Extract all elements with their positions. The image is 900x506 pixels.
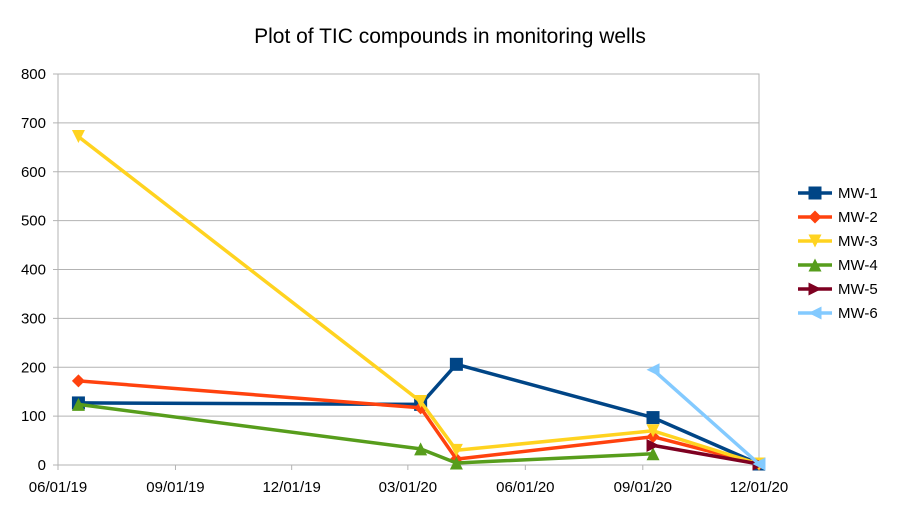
y-tick-label: 300: [21, 310, 46, 327]
x-tick-label: 03/01/20: [379, 479, 437, 496]
legend-swatch-marker: [808, 210, 822, 224]
legend-swatch-marker: [808, 186, 822, 200]
data-point: [646, 438, 660, 452]
series-line: [651, 368, 761, 466]
x-tick-label: 06/01/20: [496, 479, 554, 496]
data-point: [71, 397, 85, 411]
data-point: [449, 456, 463, 470]
y-tick-label: 200: [21, 359, 46, 376]
legend-swatch-marker: [808, 258, 822, 272]
data-point: [646, 411, 660, 425]
legend-item-mw-1: MW-1: [798, 185, 878, 202]
legend-label: MW-2: [838, 209, 878, 226]
legend-swatch-marker: [808, 282, 822, 296]
data-point: [449, 357, 463, 371]
legend: MW-1 MW-2 MW-3 MW-4 MW-5 MW-6: [798, 185, 878, 322]
legend-item-mw-2: MW-2: [798, 209, 878, 226]
y-tick-label: 400: [21, 262, 46, 279]
legend-label: MW-1: [838, 185, 878, 202]
series-line: [652, 443, 760, 466]
series-line: [78, 402, 654, 465]
legend-item-mw-6: MW-6: [798, 305, 878, 322]
data-point: [646, 363, 660, 377]
x-tick-label: 12/01/20: [730, 479, 788, 496]
data-point: [71, 374, 85, 388]
data-point: [646, 424, 660, 438]
x-tick-label: 09/01/20: [614, 479, 672, 496]
legend-item-mw-3: MW-3: [798, 233, 878, 250]
y-tick-label: 700: [21, 115, 46, 132]
data-point: [449, 443, 463, 457]
legend-label: MW-6: [838, 305, 878, 322]
data-point: [646, 447, 660, 461]
axes: 0 100 200 300 400 500 600 700 800 06/01/19 09/01/1…: [21, 66, 788, 496]
legend-label: MW-3: [838, 233, 878, 250]
data-point: [414, 442, 428, 456]
legend-label: MW-5: [838, 281, 878, 298]
data-point: [414, 394, 428, 408]
series-mw-6: [646, 363, 766, 471]
x-tick-label: 12/01/19: [262, 479, 320, 496]
series-layer: [71, 130, 766, 471]
legend-label: MW-4: [838, 257, 878, 274]
legend-item-mw-4: MW-4: [798, 257, 878, 274]
chart-title: Plot of TIC compounds in monitoring well…: [254, 25, 646, 48]
y-tick-label: 800: [21, 66, 46, 83]
y-tick-label: 0: [38, 457, 46, 474]
y-tick-label: 500: [21, 213, 46, 230]
legend-swatch-marker: [808, 306, 822, 320]
data-point: [71, 130, 85, 144]
y-tick-label: 100: [21, 408, 46, 425]
x-tick-label: 09/01/19: [146, 479, 204, 496]
series-mw-4: [71, 397, 660, 470]
y-tick-label: 600: [21, 164, 46, 181]
legend-item-mw-5: MW-5: [798, 281, 878, 298]
x-tick-label: 06/01/19: [29, 479, 87, 496]
data-point: [752, 457, 766, 471]
legend-swatch-marker: [808, 234, 822, 248]
